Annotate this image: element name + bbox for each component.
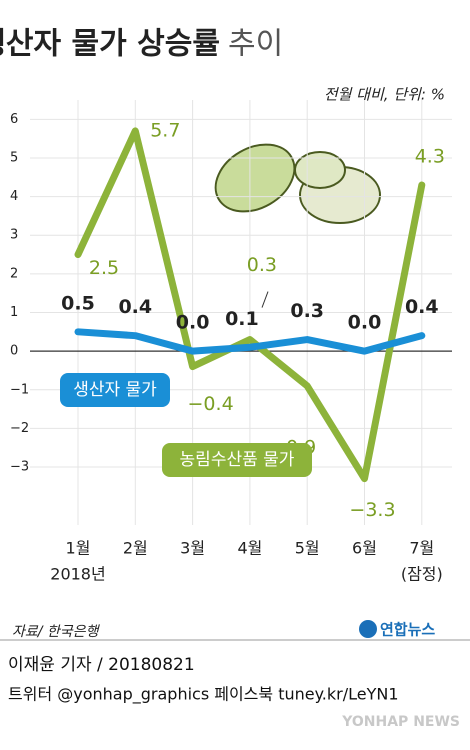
y-tick-label: 0 — [10, 344, 18, 359]
value-label: 0.4 — [118, 296, 152, 318]
series-line — [74, 127, 426, 483]
series-line — [74, 328, 426, 355]
legend-box — [60, 373, 170, 407]
value-label: −3.3 — [349, 499, 395, 521]
x-tick-note: (잠정) — [401, 565, 443, 584]
watermark: YONHAP NEWS — [341, 714, 460, 730]
value-label: 0.5 — [61, 292, 95, 314]
subtitle: 전월 대비, 단위: % — [324, 86, 445, 104]
y-tick-label: 5 — [10, 150, 18, 165]
x-tick-label: 4월 — [237, 539, 262, 558]
leader — [261, 291, 269, 308]
y-tick-label: 2 — [10, 266, 18, 281]
value-label: 0.4 — [405, 296, 439, 318]
legend-label: 생산자 물가 — [73, 380, 157, 400]
byline: 이재윤 기자 / 20180821 — [8, 655, 195, 675]
x-tick-label: 5월 — [295, 539, 320, 558]
legend-label: 농림수산품 물가 — [180, 450, 295, 470]
x-tick-label: 7월 — [409, 539, 434, 558]
chart-title-suffix: 추이 — [228, 27, 283, 62]
y-tick-label: 3 — [10, 228, 18, 243]
value-label: 0.3 — [247, 254, 277, 276]
value-label: 0.3 — [290, 300, 324, 322]
source: 자료/ 한국은행 — [12, 624, 101, 640]
x-tick-note: 2018년 — [50, 565, 105, 584]
value-label: 5.7 — [150, 119, 180, 141]
social: 트위터 @yonhap_graphics 페이스북 tuney.kr/LeYN1 — [8, 685, 399, 705]
y-tick-label: 4 — [10, 189, 18, 204]
value-label: 0.0 — [176, 312, 210, 334]
logo: 연합뉴스 — [380, 621, 435, 639]
chart-title: 생산자 물가 상승률 — [0, 27, 220, 62]
logo-icon — [359, 620, 377, 638]
value-label: 2.5 — [89, 257, 119, 279]
y-tick-label: −1 — [10, 382, 29, 397]
value-label: 4.3 — [415, 146, 445, 168]
y-tick-label: −3 — [10, 460, 29, 475]
x-tick-label: 3월 — [180, 539, 205, 558]
x-tick-label: 1월 — [66, 539, 91, 558]
y-tick-label: 6 — [10, 112, 18, 127]
y-tick-label: −2 — [10, 421, 29, 436]
y-tick-label: 1 — [10, 305, 18, 320]
value-label: 0.1 — [225, 308, 259, 330]
value-label: −0.4 — [188, 393, 234, 415]
legend-box — [162, 443, 312, 477]
x-tick-label: 6월 — [352, 539, 377, 558]
x-tick-label: 2월 — [123, 539, 148, 558]
value-label: 0.0 — [348, 312, 382, 334]
